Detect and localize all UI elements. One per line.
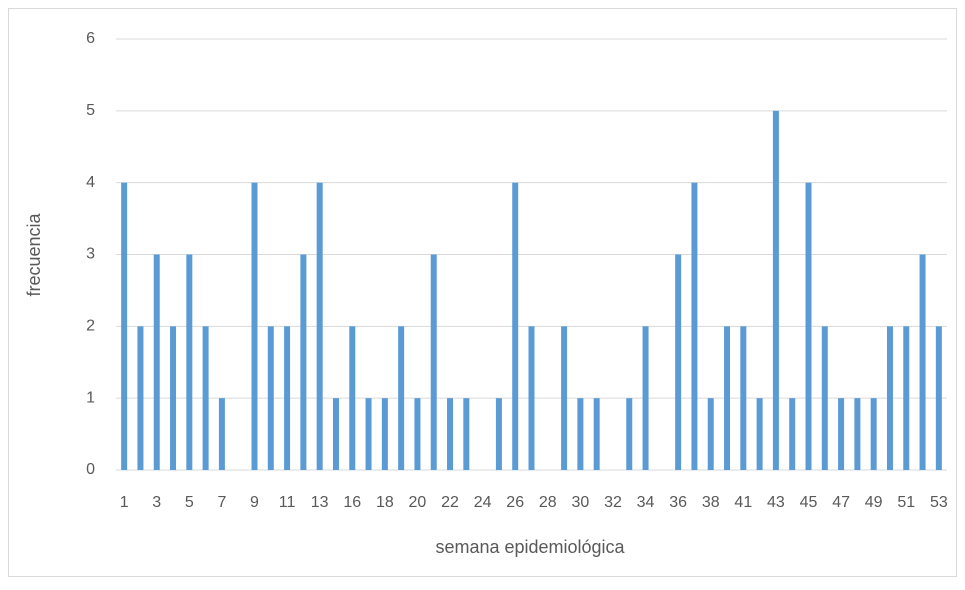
bar <box>724 326 731 470</box>
x-tick-label: 32 <box>604 494 622 511</box>
y-tick-label: 4 <box>86 174 95 191</box>
x-tick-label: 22 <box>441 494 459 511</box>
x-tick-label: 38 <box>702 494 720 511</box>
bar <box>805 182 812 470</box>
bar <box>316 182 323 470</box>
bar <box>463 398 470 470</box>
x-tick-label: 36 <box>669 494 687 511</box>
x-tick-label: 9 <box>250 494 259 511</box>
x-tick-label: 20 <box>409 494 427 511</box>
x-tick-label: 49 <box>865 494 883 511</box>
bar <box>577 398 584 470</box>
x-tick-label: 7 <box>217 494 226 511</box>
bar <box>691 182 698 470</box>
bar <box>137 326 144 470</box>
x-tick-label: 13 <box>311 494 329 511</box>
y-tick-label: 5 <box>86 102 95 119</box>
bar <box>414 398 421 470</box>
bar <box>430 254 437 470</box>
x-tick-label: 28 <box>539 494 557 511</box>
x-tick-label: 16 <box>343 494 361 511</box>
bar <box>707 398 714 470</box>
bar <box>512 182 519 470</box>
x-tick-label: 51 <box>897 494 915 511</box>
bar <box>365 398 372 470</box>
bar <box>838 398 845 470</box>
bar <box>300 254 307 470</box>
x-tick-label: 45 <box>800 494 818 511</box>
bar <box>561 326 568 470</box>
y-tick-label: 0 <box>86 461 95 478</box>
bar <box>593 398 600 470</box>
bar <box>186 254 193 470</box>
bar <box>332 398 339 470</box>
bar <box>381 398 388 470</box>
x-tick-label: 43 <box>767 494 785 511</box>
bar <box>202 326 209 470</box>
y-tick-label: 6 <box>86 30 95 47</box>
x-tick-label: 5 <box>185 494 194 511</box>
x-tick-label: 34 <box>637 494 655 511</box>
bar <box>251 182 258 470</box>
bar <box>218 398 225 470</box>
bar <box>919 254 926 470</box>
bar <box>447 398 454 470</box>
x-tick-label: 24 <box>474 494 492 511</box>
bar <box>642 326 649 470</box>
bar <box>740 326 747 470</box>
x-tick-label: 30 <box>571 494 589 511</box>
bar <box>284 326 291 470</box>
bar <box>398 326 405 470</box>
bar <box>349 326 356 470</box>
x-tick-label: 41 <box>734 494 752 511</box>
bar <box>756 398 763 470</box>
bar <box>772 110 779 470</box>
x-tick-label: 53 <box>930 494 948 511</box>
bar <box>903 326 910 470</box>
y-tick-label: 1 <box>86 389 95 406</box>
bar <box>886 326 893 470</box>
x-tick-label: 47 <box>832 494 850 511</box>
x-tick-label: 1 <box>120 494 129 511</box>
y-tick-label: 2 <box>86 318 95 335</box>
y-tick-label: 3 <box>86 246 95 263</box>
bar <box>626 398 633 470</box>
x-tick-label: 3 <box>152 494 161 511</box>
bar <box>267 326 274 470</box>
bar <box>528 326 535 470</box>
bar <box>170 326 177 470</box>
bar <box>675 254 682 470</box>
y-axis-title: frecuencia <box>24 212 44 296</box>
bar <box>789 398 796 470</box>
x-axis-title: semana epidemiológica <box>435 537 625 557</box>
bar <box>935 326 942 470</box>
x-tick-label: 11 <box>279 494 296 511</box>
bar <box>153 254 160 470</box>
bar <box>495 398 502 470</box>
x-tick-label: 18 <box>376 494 394 511</box>
bar <box>821 326 828 470</box>
bar <box>870 398 877 470</box>
chart-border <box>8 8 957 577</box>
x-tick-label: 26 <box>506 494 524 511</box>
bar <box>121 182 128 470</box>
bar <box>854 398 861 470</box>
